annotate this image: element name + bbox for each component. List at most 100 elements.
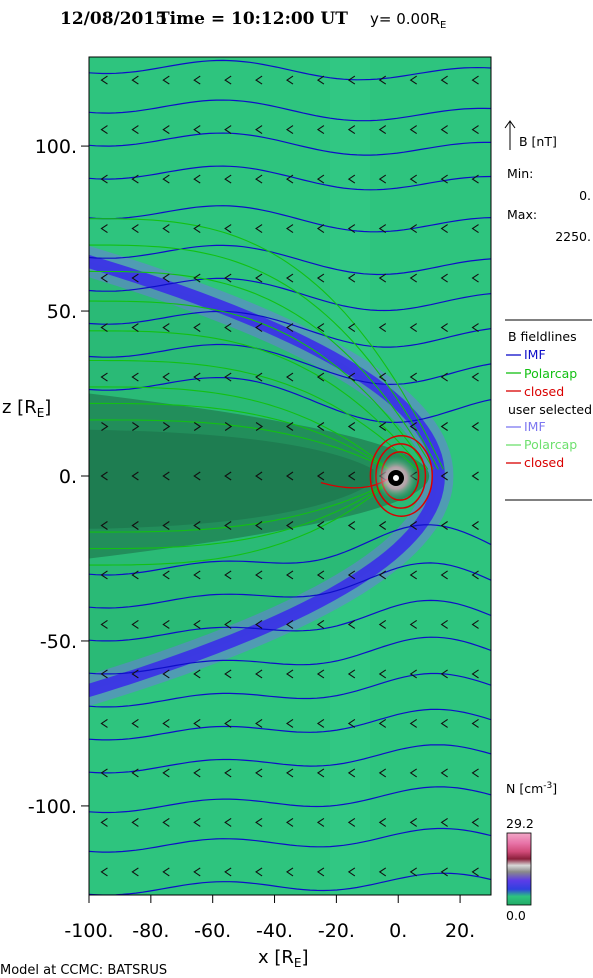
imf-fieldline bbox=[89, 636, 491, 675]
title-date: 12/08/2015 bbox=[60, 9, 167, 29]
b-arrow bbox=[162, 817, 170, 827]
b-arrow bbox=[193, 521, 201, 530]
b-arrow bbox=[286, 224, 294, 234]
b-arrow bbox=[409, 718, 417, 728]
b-arrow bbox=[316, 570, 325, 580]
b-arrow bbox=[131, 521, 139, 530]
b-arrow bbox=[316, 75, 325, 85]
b-arrow bbox=[286, 718, 294, 728]
b-arrow bbox=[347, 669, 356, 679]
b-arrow bbox=[100, 867, 108, 877]
imf-fieldline bbox=[89, 872, 491, 895]
earth-center bbox=[393, 475, 399, 481]
b-arrow bbox=[440, 521, 448, 530]
b-arrow bbox=[378, 867, 387, 877]
plasma-sheet-region bbox=[89, 429, 374, 529]
b-arrow bbox=[131, 174, 139, 184]
b-arrow bbox=[224, 323, 232, 332]
b-arrow bbox=[100, 224, 108, 234]
b-arrow bbox=[193, 471, 201, 481]
b-arrow bbox=[440, 768, 448, 778]
b-arrow bbox=[286, 422, 294, 431]
b-arrow bbox=[224, 273, 232, 283]
b-arrow bbox=[316, 372, 325, 382]
footer-credit: Model at CCMC: BATSRUS bbox=[0, 963, 167, 978]
b-arrow bbox=[131, 718, 139, 728]
legend-imf: IMF bbox=[524, 347, 546, 362]
b-arrow bbox=[378, 75, 387, 85]
b-arrow bbox=[255, 867, 263, 877]
b-arrow bbox=[440, 273, 448, 283]
b-arrow bbox=[409, 372, 417, 382]
b-arrow bbox=[100, 273, 108, 283]
b-arrow bbox=[316, 718, 325, 728]
b-arrow bbox=[409, 570, 417, 580]
b-arrow bbox=[162, 521, 170, 530]
b-arrow bbox=[131, 620, 139, 629]
y-tick-label: 50. bbox=[47, 301, 77, 323]
b-arrow bbox=[316, 669, 325, 679]
b-arrow bbox=[224, 75, 232, 85]
b-arrow bbox=[378, 718, 387, 728]
b-arrow bbox=[378, 323, 387, 332]
imf-fieldline bbox=[89, 599, 491, 642]
b-arrow bbox=[440, 323, 448, 332]
b-arrow bbox=[378, 372, 387, 382]
b-arrow bbox=[440, 224, 448, 234]
b-arrow bbox=[347, 372, 356, 382]
imf-fieldline bbox=[89, 786, 491, 814]
x-tick-label: -100. bbox=[64, 920, 113, 942]
b-arrow bbox=[409, 867, 417, 877]
b-arrow bbox=[409, 620, 417, 629]
b-arrow bbox=[347, 75, 356, 85]
b-arrow bbox=[440, 174, 448, 184]
b-arrow bbox=[193, 570, 201, 580]
b-arrow bbox=[131, 273, 139, 283]
legend-user-closed: closed bbox=[524, 455, 564, 470]
b-arrow bbox=[101, 422, 109, 431]
imf-fieldline bbox=[89, 744, 491, 774]
legend-user-imf: IMF bbox=[524, 419, 546, 434]
b-arrow bbox=[347, 817, 356, 827]
legend-user-polarcap: Polarcap bbox=[524, 437, 577, 452]
b-arrow bbox=[409, 323, 417, 332]
b-arrow bbox=[347, 273, 356, 283]
polarcap-fieldlines bbox=[89, 218, 444, 566]
b-arrow bbox=[224, 174, 232, 184]
x-axis-label: x [RE] bbox=[258, 947, 309, 970]
b-arrow bbox=[255, 75, 263, 85]
b-arrow bbox=[100, 669, 108, 679]
b-arrow bbox=[440, 718, 448, 728]
b-arrow bbox=[316, 422, 325, 431]
polarcap-fieldline bbox=[89, 300, 429, 470]
b-arrow bbox=[193, 372, 201, 382]
polarcap-fieldline bbox=[89, 402, 390, 470]
b-arrow bbox=[255, 372, 263, 382]
y-axis: 100. 50. 0. -50. -100. bbox=[28, 136, 89, 818]
b-arrow bbox=[193, 422, 202, 431]
b-arrow bbox=[378, 125, 387, 135]
b-arrow bbox=[100, 570, 108, 580]
min-value: 0. bbox=[579, 188, 591, 203]
b-arrow bbox=[471, 422, 479, 431]
b-arrow bbox=[255, 174, 263, 184]
b-arrow bbox=[378, 521, 387, 530]
closed-fieldline bbox=[369, 435, 433, 517]
b-arrow bbox=[347, 174, 356, 184]
b-arrow bbox=[162, 372, 170, 382]
b-arrow bbox=[224, 471, 232, 481]
b-arrow bbox=[163, 422, 171, 431]
legend-closed: closed bbox=[524, 384, 564, 399]
b-arrow bbox=[471, 718, 479, 728]
imf-fieldline bbox=[89, 377, 491, 423]
b-arrow bbox=[471, 372, 479, 382]
b-arrow bbox=[347, 125, 356, 135]
b-arrow bbox=[378, 224, 387, 234]
colorbar-gradient bbox=[506, 832, 532, 906]
b-arrow bbox=[286, 768, 294, 778]
b-arrow bbox=[224, 570, 232, 580]
b-arrow bbox=[255, 125, 263, 135]
polarcap-fieldline bbox=[89, 330, 423, 470]
x-tick-label: -80. bbox=[132, 920, 169, 942]
b-arrow bbox=[378, 273, 387, 283]
